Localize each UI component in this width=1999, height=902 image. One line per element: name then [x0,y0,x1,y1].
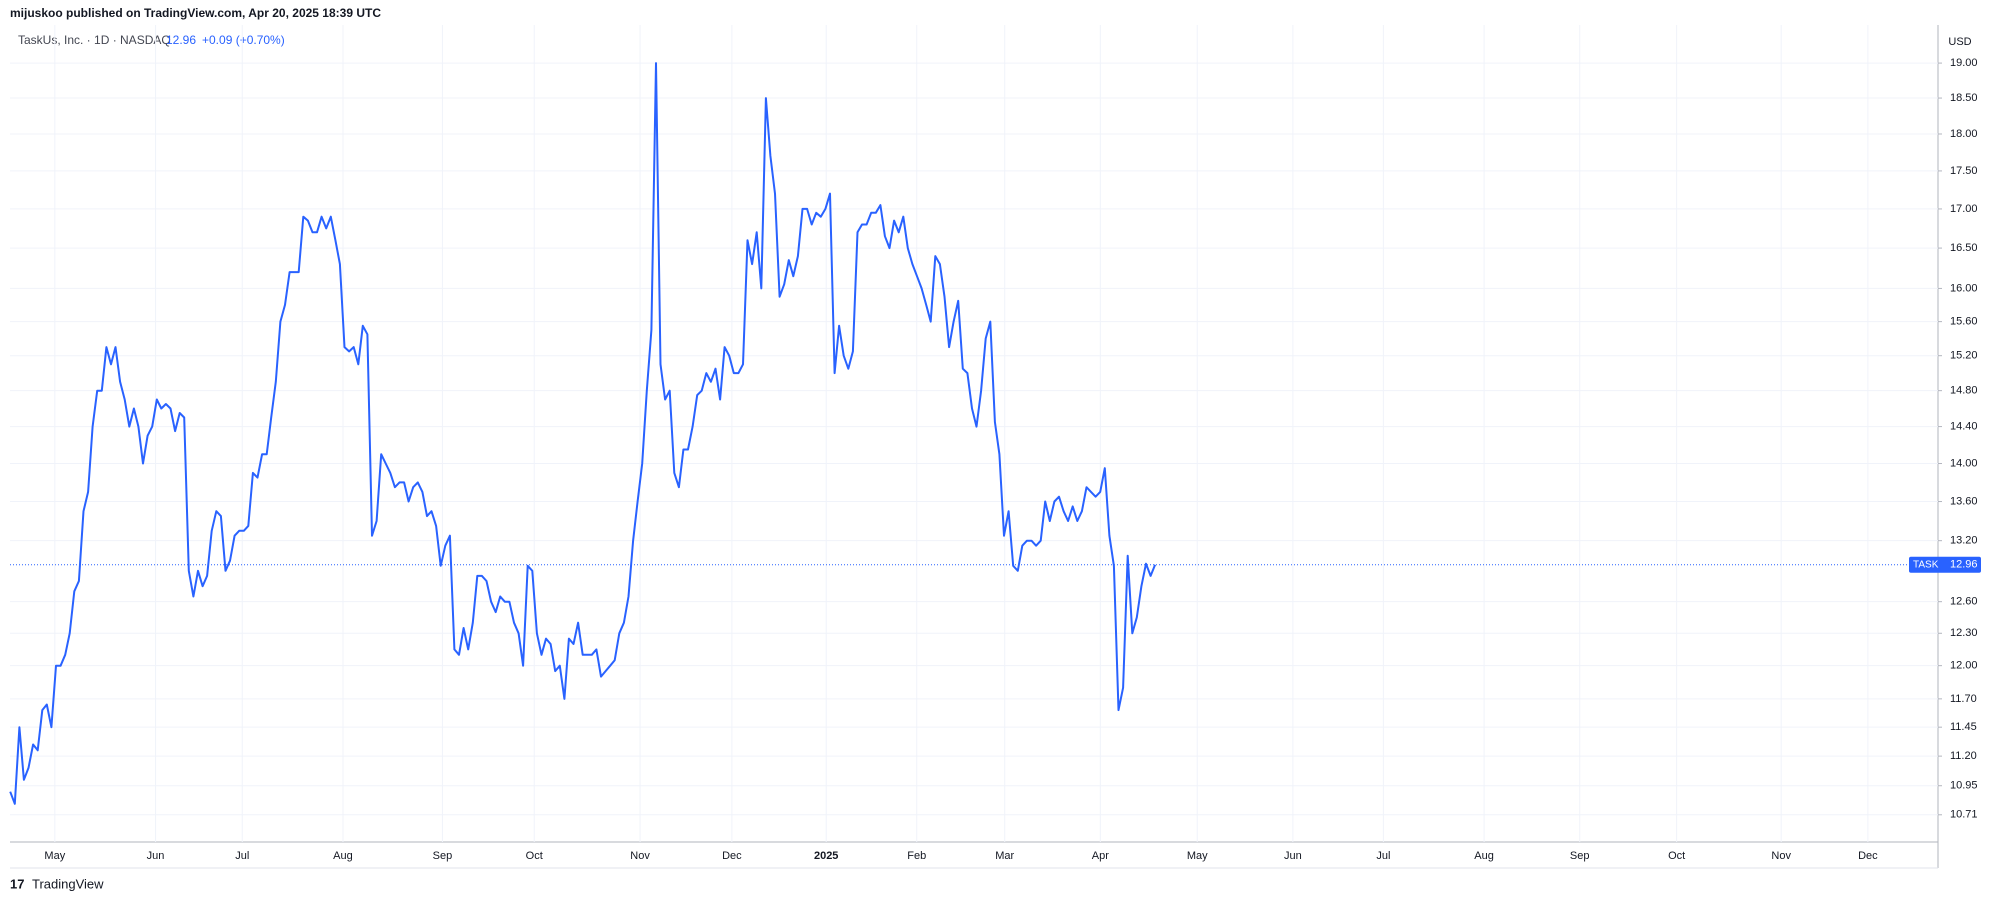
x-tick-label: Sep [433,850,453,862]
logo-text: TradingView [32,876,104,891]
y-tick-label: 12.60 [1950,596,1978,608]
y-tick-label: 11.45 [1950,721,1977,733]
x-tick-label: Feb [907,850,926,862]
y-tick-label: 18.50 [1950,92,1978,104]
last-price-badge [1909,556,1981,573]
y-tick-label: 17.00 [1950,203,1978,215]
x-tick-label: Jun [147,850,165,862]
x-tick-label: Jul [1376,850,1390,862]
x-tick-label: Dec [1858,850,1878,862]
y-tick-label: 11.70 [1950,693,1977,705]
x-tick-label: Aug [333,850,353,862]
grid [10,25,1938,842]
x-tick-label: Sep [1570,850,1590,862]
y-tick-label: 16.00 [1950,282,1978,294]
y-tick-label: 14.80 [1950,385,1978,397]
price-change: +0.09 (+0.70%) [202,33,285,47]
x-tick-label: 2025 [814,850,838,862]
x-tick-label: Jun [1284,850,1302,862]
published-note: mijuskoo published on TradingView.com, A… [10,6,381,20]
y-tick-label: 16.50 [1950,242,1978,254]
y-tick-label: 14.00 [1950,457,1978,469]
x-tick-label: Aug [1474,850,1494,862]
x-tick-label: Dec [722,850,742,862]
chart-title: TaskUs, Inc. · 1D · NASDAQ [18,33,171,47]
y-tick-label: 15.20 [1950,350,1978,362]
x-tick-label: Apr [1092,850,1109,862]
y-tick-label: 12.30 [1950,627,1978,639]
logo: 17 TradingView [10,876,104,891]
y-tick-label: 13.20 [1950,535,1978,547]
logo-mark: 17 [10,876,24,891]
currency: USD [1948,36,1971,48]
x-tick-label: Jul [235,850,249,862]
last-price: 12.96 [166,33,196,47]
x-tick-label: Oct [1668,850,1685,862]
y-tick-label: 15.60 [1950,316,1978,328]
y-tick-label: 13.60 [1950,495,1978,507]
x-tick-label: Nov [1771,850,1791,862]
y-tick-label: 19.00 [1950,57,1978,69]
x-tick-label: Nov [630,850,650,862]
symbol-label: TASK [1913,559,1939,570]
y-tick-label: 17.50 [1950,165,1978,177]
price-line [9,62,1157,805]
y-tick-label: 18.00 [1950,128,1978,140]
x-tick-label: May [1187,850,1208,862]
y-tick-label: 14.40 [1950,420,1978,432]
x-tick-label: May [44,850,65,862]
y-tick-label: 10.71 [1950,809,1978,821]
y-tick-label: 11.20 [1950,750,1977,762]
y-tick-label: 12.00 [1950,660,1978,672]
y-tick-label: 10.95 [1950,780,1978,792]
last-price-label: 12.96 [1950,559,1978,571]
x-tick-label: Oct [526,850,543,862]
x-tick-label: Mar [995,850,1014,862]
